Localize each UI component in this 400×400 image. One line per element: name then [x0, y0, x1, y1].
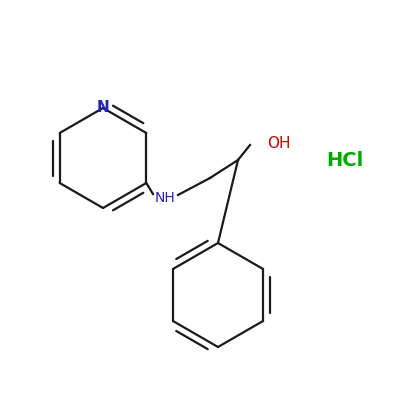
- Text: NH: NH: [155, 191, 175, 205]
- Text: HCl: HCl: [326, 150, 364, 170]
- Text: OH: OH: [267, 136, 290, 150]
- Text: N: N: [97, 100, 109, 116]
